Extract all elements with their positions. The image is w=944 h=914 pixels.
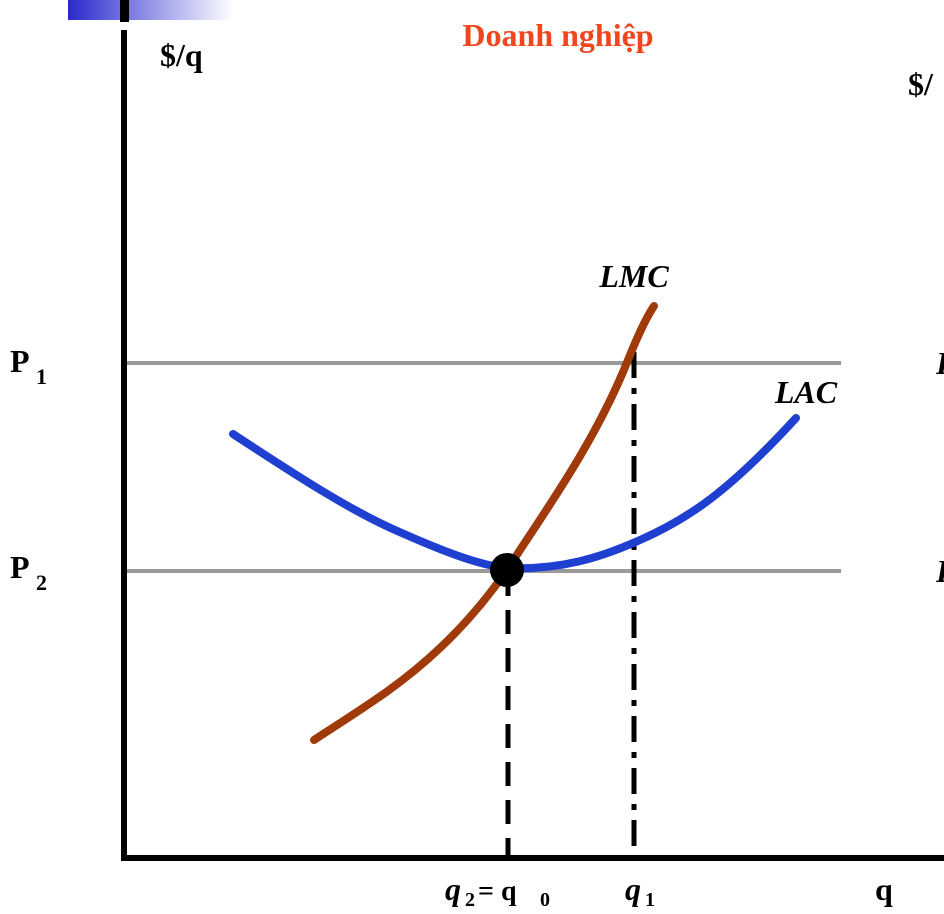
x-axis-label: q (875, 871, 893, 907)
svg-text:= q: = q (478, 876, 517, 907)
svg-text:0: 0 (540, 889, 550, 911)
svg-text:1: 1 (645, 889, 655, 911)
right-panel-letter-2: P (935, 553, 944, 589)
svg-text:2: 2 (465, 889, 475, 911)
quantity-label-q2-q0: q 2 = q 0 (445, 871, 550, 911)
lmc-label: LMC (598, 258, 669, 294)
corner-decoration (68, 0, 233, 20)
right-panel-letter-1: P (935, 345, 944, 381)
diagram-title: Doanh nghiệp (462, 17, 653, 53)
equilibrium-point (490, 553, 524, 587)
svg-text:1: 1 (36, 364, 47, 389)
price-label-p1: P 1 (10, 343, 47, 389)
svg-text:P: P (10, 343, 30, 379)
y-axis-label: $/q (160, 37, 203, 73)
svg-text:q: q (625, 871, 641, 907)
axis-top-tick (120, 0, 129, 22)
svg-text:P: P (10, 549, 30, 585)
right-panel-y-label: $/ (908, 66, 934, 102)
lac-label: LAC (774, 374, 838, 410)
svg-text:q: q (445, 871, 461, 907)
quantity-label-q1: q 1 (625, 871, 655, 911)
lac-curve (229, 414, 800, 573)
price-label-p2: P 2 (10, 549, 47, 595)
svg-text:2: 2 (36, 570, 47, 595)
lmc-curve (310, 302, 658, 744)
